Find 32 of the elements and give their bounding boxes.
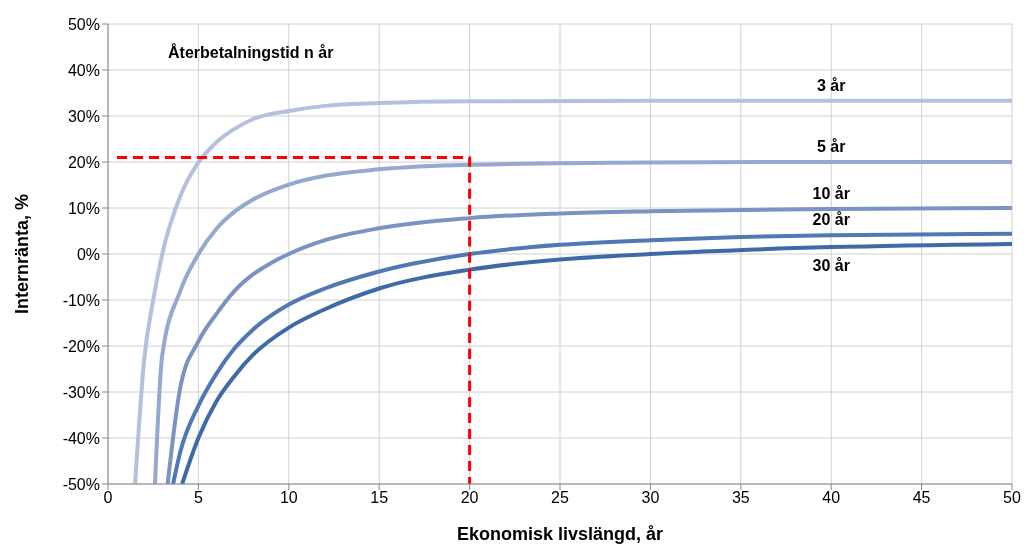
line-series <box>153 160 1012 484</box>
y-axis-title: Internränta, % <box>12 193 33 315</box>
y-tick-label: -10% <box>62 291 100 309</box>
y-tick-label: 30% <box>67 107 100 125</box>
x-axis-title: Ekonomisk livslängd, år <box>456 524 664 544</box>
y-tick-label: 0% <box>76 245 100 263</box>
y-tick-label: -50% <box>62 475 100 493</box>
series-label: 30 år <box>812 257 850 275</box>
x-tick-label: 15 <box>370 489 389 507</box>
x-tick-label: 0 <box>103 489 113 507</box>
x-tick-label: 40 <box>822 489 841 507</box>
x-tick-label: 10 <box>279 489 298 507</box>
series-label: 20 år <box>812 211 850 229</box>
line-series <box>133 98 1012 484</box>
x-tick-label: 20 <box>460 489 479 507</box>
series-label: 3 år <box>816 76 846 94</box>
y-tick-label: -40% <box>62 429 100 447</box>
y-tick-label: -30% <box>62 383 100 401</box>
y-tick-label: 40% <box>67 61 100 79</box>
y-tick-label: 10% <box>67 199 100 217</box>
x-tick-label: 5 <box>193 489 203 507</box>
x-tick-label: 45 <box>912 489 931 507</box>
x-tick-label: 50 <box>1003 489 1021 507</box>
x-tick-label: 30 <box>641 489 660 507</box>
y-tick-label: -20% <box>62 337 100 355</box>
x-tick-label: 25 <box>551 489 569 507</box>
series-label: 5 år <box>816 138 846 155</box>
y-tick-label: 50% <box>67 15 100 33</box>
x-tick-label: 35 <box>731 489 750 507</box>
text: Återbetalningstid n år <box>168 43 334 61</box>
series-label: 10 år <box>812 184 850 202</box>
y-tick-label: 20% <box>67 153 100 171</box>
